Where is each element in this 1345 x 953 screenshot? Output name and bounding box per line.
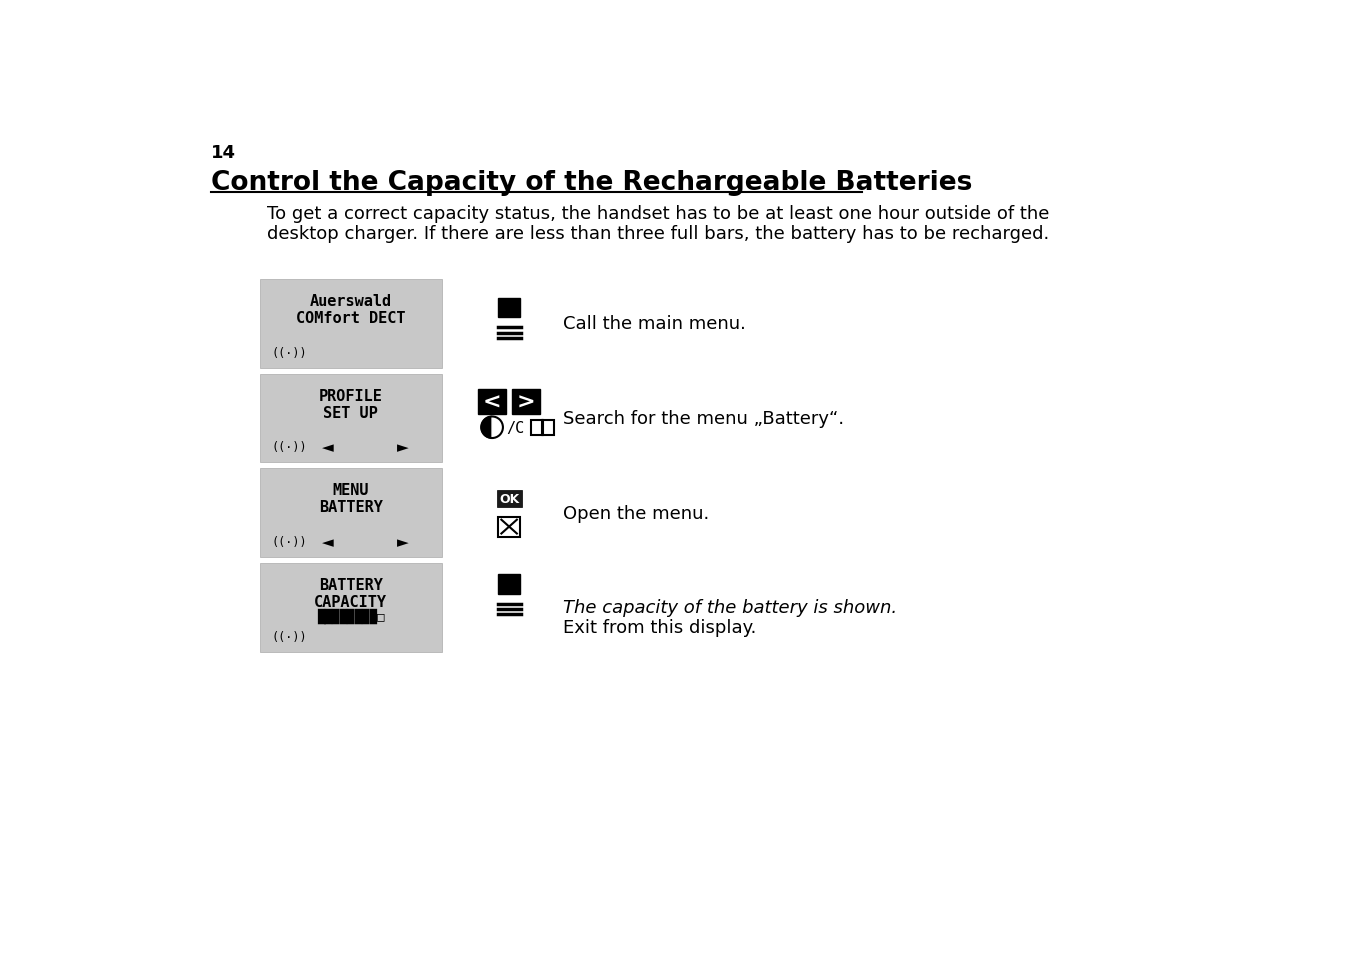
Text: Open the menu.: Open the menu. [564,504,710,522]
Text: PROFILE: PROFILE [319,388,382,403]
Text: ◄: ◄ [321,535,334,550]
Bar [260,469,441,558]
Text: OK: OK [499,492,519,505]
Bar [260,563,441,652]
Text: <: < [483,392,502,412]
Text: SET UP: SET UP [323,405,378,420]
Text: COMfort DECT: COMfort DECT [296,311,405,326]
Text: ◄: ◄ [321,440,334,455]
Bar [477,390,506,415]
Text: Control the Capacity of the Rechargeable Batteries: Control the Capacity of the Rechargeable… [211,170,972,195]
Polygon shape [482,417,492,438]
Text: CAPACITY: CAPACITY [315,595,387,609]
Polygon shape [492,417,503,438]
Text: /C: /C [506,420,525,436]
Text: ████████□: ████████□ [317,608,385,623]
Text: ((·)): ((·)) [272,441,308,454]
Bar [543,420,554,436]
Bar [531,420,542,436]
Text: Call the main menu.: Call the main menu. [564,315,746,333]
Bar [498,575,521,594]
Text: BATTERY: BATTERY [319,578,382,593]
Text: The capacity of the battery is shown.: The capacity of the battery is shown. [564,598,897,617]
Text: desktop charger. If there are less than three full bars, the battery has to be r: desktop charger. If there are less than … [268,224,1049,242]
Text: ►: ► [397,440,409,455]
Bar [260,280,441,368]
Text: BATTERY: BATTERY [319,499,382,515]
Text: Exit from this display.: Exit from this display. [564,618,757,637]
Bar [260,375,441,463]
Text: Auerswald: Auerswald [309,294,391,309]
Text: ((·)): ((·)) [272,630,308,643]
Bar [512,390,541,415]
Text: MENU: MENU [332,483,369,497]
Text: ((·)): ((·)) [272,536,308,549]
Text: 14: 14 [211,144,235,162]
Text: Search for the menu „Battery“.: Search for the menu „Battery“. [564,410,845,428]
Text: >: > [516,392,535,412]
Text: ((·)): ((·)) [272,346,308,359]
Bar [498,298,521,317]
Bar [498,517,521,537]
Text: ►: ► [397,535,409,550]
Text: To get a correct capacity status, the handset has to be at least one hour outsid: To get a correct capacity status, the ha… [268,205,1049,223]
Bar [496,490,522,507]
